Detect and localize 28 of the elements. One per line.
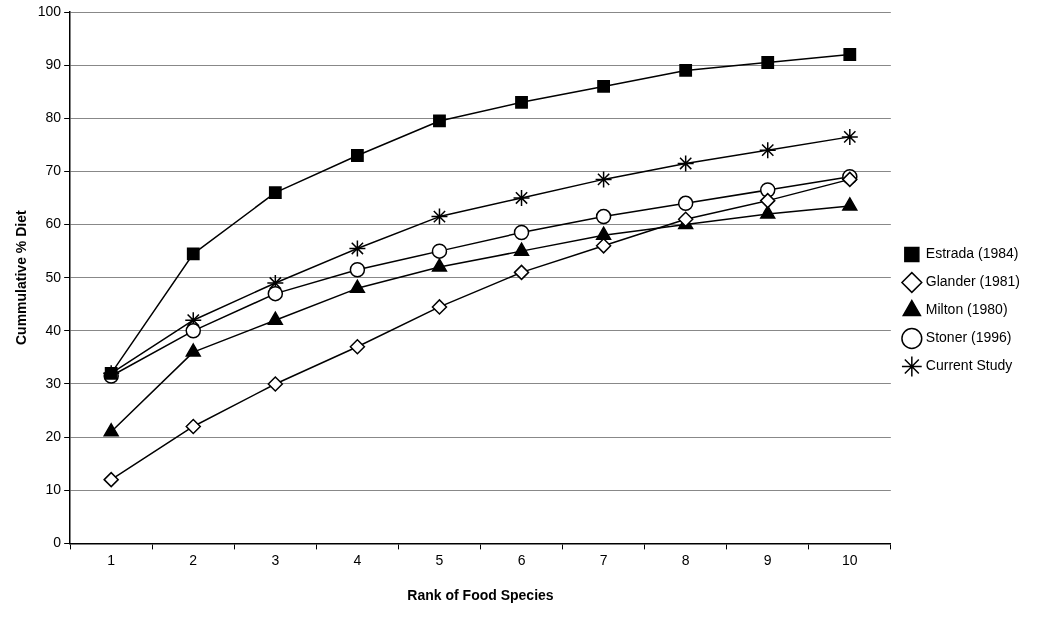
y-axis-title: Cummulative % Diet <box>13 210 30 345</box>
x-tick-label: 8 <box>681 551 690 568</box>
x-tick-label: 6 <box>517 551 526 568</box>
y-tick-label: 40 <box>45 321 62 338</box>
x-tick-label: 10 <box>842 551 858 568</box>
y-tick-label: 0 <box>53 534 62 551</box>
y-tick-label: 10 <box>45 481 62 498</box>
y-tick-label: 20 <box>45 427 62 444</box>
y-tick-label: 100 <box>37 2 62 19</box>
y-tick-label: 50 <box>45 268 62 285</box>
legend-label: Glander (1981) <box>925 273 1021 290</box>
y-tick-label: 70 <box>45 162 62 179</box>
y-tick-label: 90 <box>45 56 62 72</box>
x-tick-label: 7 <box>599 551 608 568</box>
legend-label: Estrada (1984) <box>925 245 1019 262</box>
x-tick-label: 5 <box>435 551 444 568</box>
y-tick-label: 30 <box>45 374 62 391</box>
x-tick-label: 4 <box>353 551 362 568</box>
legend-label: Current Study <box>925 357 1013 374</box>
legend-label: Milton (1980) <box>925 301 1008 318</box>
x-tick-label: 1 <box>107 551 116 568</box>
y-tick-label: 80 <box>45 109 62 126</box>
x-tick-label: 9 <box>763 551 772 568</box>
x-axis-title: Rank of Food Species <box>407 587 554 604</box>
y-tick-label: 60 <box>45 215 62 232</box>
x-tick-label: 2 <box>189 551 198 568</box>
legend-label: Stoner (1996) <box>925 329 1012 346</box>
x-tick-label: 3 <box>271 551 280 568</box>
